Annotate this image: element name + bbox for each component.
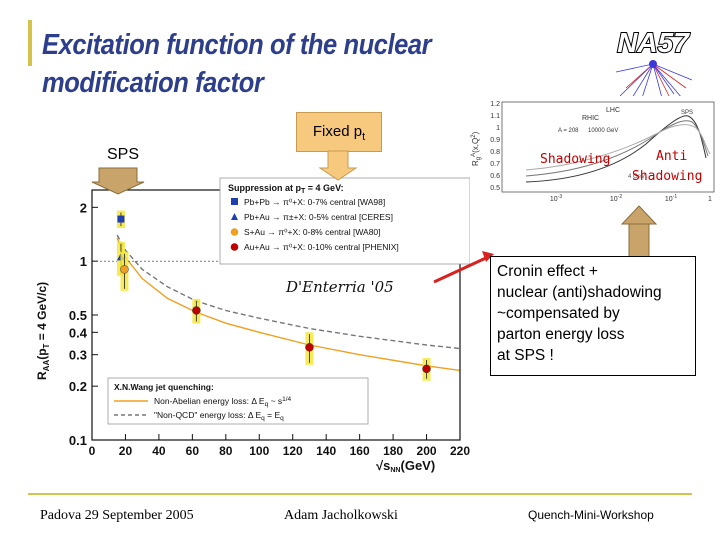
fixed-pt-subscript: t — [362, 131, 366, 143]
legend-entry-phenix: Au+Au → π⁰+X: 0-10% central [PHENIX] — [244, 242, 399, 252]
x-tick-label: 80 — [219, 444, 233, 458]
shadowing-label: Shadowing — [540, 152, 610, 167]
legend-entry-non-abelian: Non-Abelian energy loss: Δ Eq ~ s1/4 — [154, 396, 292, 408]
point-phenix — [422, 364, 431, 374]
data-points — [116, 210, 431, 381]
x-tick-label: 160 — [350, 444, 370, 458]
x-tick-label: 180 — [383, 444, 403, 458]
fixed-pt-box: Fixed pt — [296, 112, 382, 152]
x-tick-label: 0 — [89, 444, 96, 458]
inset-x-tick: 1 — [708, 196, 712, 203]
point-wa98 — [117, 215, 125, 223]
theory-curves — [116, 234, 461, 372]
legend-entry-non-qcd: "Non-QCD" energy loss: Δ Eq = Eq — [154, 410, 284, 422]
point-wa80 — [120, 265, 129, 274]
inset-y-tick: 1 — [496, 125, 500, 132]
legend-bottom-title: X.N.Wang jet quenching: — [114, 382, 214, 392]
inset-x-ticks: 10-3 10-2 10-1 1 — [550, 194, 712, 203]
y-tick-label: 0.2 — [69, 379, 87, 394]
logo-starburst — [615, 63, 693, 98]
inset-detail-label: A = 208 — [558, 128, 579, 134]
y-tick-label: 1 — [80, 254, 87, 269]
y-tick-label: 2 — [80, 200, 87, 215]
inset-y-tick: 0.7 — [490, 161, 500, 168]
y-tick-label: 0.3 — [69, 348, 87, 363]
title-accent-bar — [28, 20, 32, 66]
footer-author: Adam Jacholkowski — [284, 508, 398, 523]
x-tick-label: 20 — [119, 444, 133, 458]
callout-line: parton energy loss — [497, 326, 625, 343]
footer-divider — [28, 493, 692, 495]
inset-y-tick: 1.2 — [490, 101, 500, 108]
curve-non-abelian — [116, 237, 461, 372]
callout-line: Cronin effect + — [497, 263, 598, 280]
legend-entry-ceres: Pb+Au → π±+X: 0-5% central [CERES] — [244, 212, 393, 222]
y-tick-label: 0.4 — [69, 325, 88, 340]
legend-bottom: X.N.Wang jet quenching: Non-Abelian ener… — [107, 377, 369, 425]
y-tick-label: 0.5 — [69, 308, 87, 323]
point-phenix — [192, 306, 201, 315]
inset-y-tick: 0.8 — [490, 149, 500, 156]
inset-detail-label-2: 10000 GeV — [588, 128, 618, 134]
callout-line: at SPS ! — [497, 347, 554, 364]
fixed-pt-label: Fixed p — [312, 123, 363, 140]
legend-entry-wa80: S+Au → π⁰+X: 0-8% central [WA80] — [244, 227, 381, 237]
legend-marker-circle-red — [230, 243, 239, 251]
inset-x-small-label: 4 GeV — [628, 174, 645, 180]
chart-x-axis-label: √sNN(GeV) — [376, 458, 435, 474]
inset-x-tick: 10-1 — [665, 194, 677, 203]
slide-title: Excitation function of the nuclear modif… — [42, 26, 447, 102]
na57-logo: NA57 — [615, 26, 693, 98]
title-line-2: modification factor — [42, 67, 264, 99]
callout-line: nuclear (anti)shadowing — [497, 284, 662, 301]
inset-y-tick: 0.9 — [490, 137, 500, 144]
legend-entry-wa98: Pb+Pb → π⁰+X: 0-7% central [WA98] — [244, 197, 385, 207]
callout-line: ~compensated by — [497, 305, 620, 322]
chart-annotation: D'Enterria '05 — [285, 278, 394, 296]
title-line-1: Excitation function of the nuclear — [42, 29, 432, 61]
point-phenix — [305, 343, 314, 352]
inset-sps-label: SPS — [681, 110, 693, 116]
inset-y-tick: 0.5 — [490, 185, 500, 192]
footer-event: Quench-Mini-Workshop — [528, 508, 654, 522]
legend-top: Suppression at pT = 4 GeV: Pb+Pb → π⁰+X:… — [219, 177, 470, 265]
x-tick-label: 100 — [249, 444, 269, 458]
callout-box: Cronin effect + nuclear (anti)shadowing … — [490, 256, 696, 376]
inset-y-tick: 0.6 — [490, 173, 500, 180]
shadowing-inset-plot: 1.2 1.1 1 0.9 0.8 0.7 0.6 0.5 RgA(x,Q2) … — [466, 96, 716, 206]
inset-lhc-label: LHC — [606, 107, 620, 114]
x-tick-label: 40 — [152, 444, 166, 458]
inset-y-axis-label: RgA(x,Q2) — [471, 131, 482, 166]
antishadowing-label-line-2: Shadowing — [632, 169, 702, 184]
inset-y-ticks: 1.2 1.1 1 0.9 0.8 0.7 0.6 0.5 — [490, 101, 500, 192]
legend-top-title: Suppression at pT = 4 GeV: — [228, 183, 344, 195]
legend-marker-circle-orange — [230, 228, 239, 236]
sps-label: SPS — [106, 146, 139, 163]
inset-curve-sps — [525, 124, 711, 171]
antishadowing-label-line-1: Anti — [656, 149, 687, 164]
inset-x-tick: 10-3 — [550, 194, 562, 203]
curve-non-qcd — [116, 234, 461, 350]
y-tick-label: 0.1 — [69, 433, 87, 448]
footer-date: Padova 29 September 2005 — [40, 508, 194, 523]
chart-y-axis-label: RAA(pT = 4 GeV/c) — [35, 282, 51, 380]
x-tick-label: 140 — [316, 444, 336, 458]
legend-marker-square — [231, 198, 238, 205]
inset-x-tick: 10-2 — [610, 194, 622, 203]
x-tick-label: 200 — [417, 444, 437, 458]
inset-rhic-label: RHIC — [582, 115, 599, 122]
x-tick-label: 60 — [186, 444, 200, 458]
legend-marker-triangle — [231, 213, 238, 220]
logo-text: NA57 — [617, 27, 690, 58]
x-tick-label: 120 — [283, 444, 303, 458]
inset-y-tick: 1.1 — [490, 113, 500, 120]
x-tick-label: 220 — [450, 444, 470, 458]
antishadowing-arrow-head — [620, 205, 658, 225]
